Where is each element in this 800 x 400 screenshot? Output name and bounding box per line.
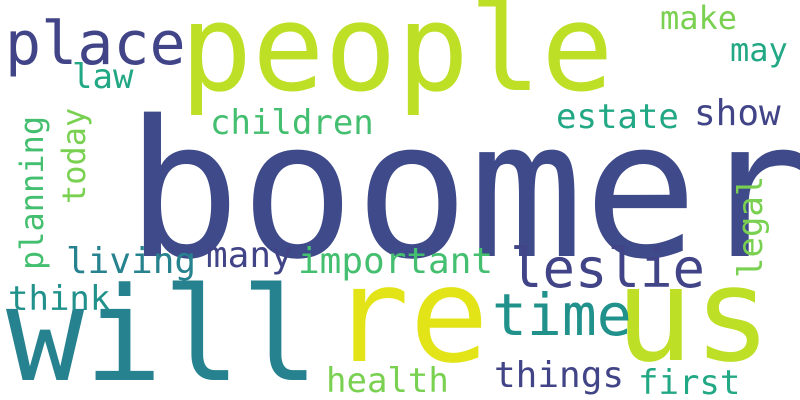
word-health: health [326, 361, 449, 400]
word-boomer: boomer [126, 80, 800, 301]
word-today: today [55, 107, 93, 204]
word-first: first [638, 363, 741, 400]
word-important: important [298, 241, 494, 282]
word-show: show [694, 93, 781, 134]
word-children: children [210, 103, 374, 143]
word-living: living [66, 241, 197, 282]
word-law: law [72, 57, 134, 97]
word-us: us [615, 239, 772, 391]
word-make: make [660, 0, 738, 37]
word-time: time [492, 281, 632, 349]
word-think: think [8, 279, 111, 319]
word-re: re [330, 239, 489, 393]
word-estate: estate [556, 97, 679, 137]
word-may: may [730, 31, 788, 69]
word-things: things [494, 355, 625, 396]
word-legal: legal [731, 175, 771, 278]
word-leslie: leslie [510, 237, 706, 300]
word-will: will [6, 259, 320, 400]
word-place: place [5, 9, 186, 79]
word-people: people [180, 0, 614, 119]
word-many: many [206, 235, 293, 276]
word-planning: planning [13, 115, 51, 270]
